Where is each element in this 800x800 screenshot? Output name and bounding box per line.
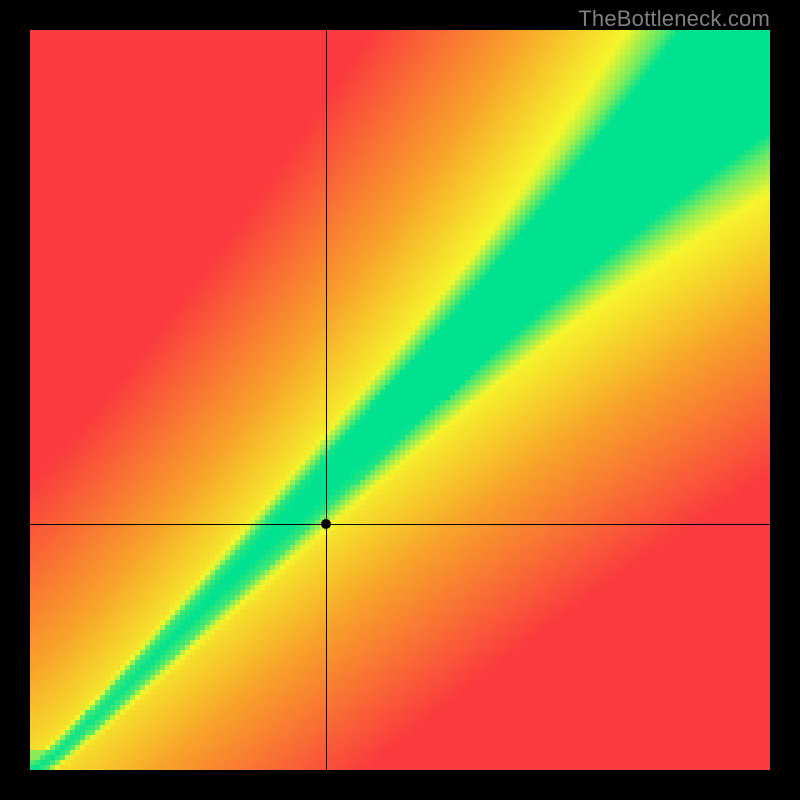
chart-container: TheBottleneck.com — [0, 0, 800, 800]
crosshair-vertical — [326, 30, 327, 770]
crosshair-horizontal — [30, 524, 770, 525]
watermark-text: TheBottleneck.com — [578, 6, 770, 32]
heatmap-canvas — [30, 30, 770, 770]
crosshair-marker — [321, 519, 331, 529]
plot-area — [30, 30, 770, 770]
